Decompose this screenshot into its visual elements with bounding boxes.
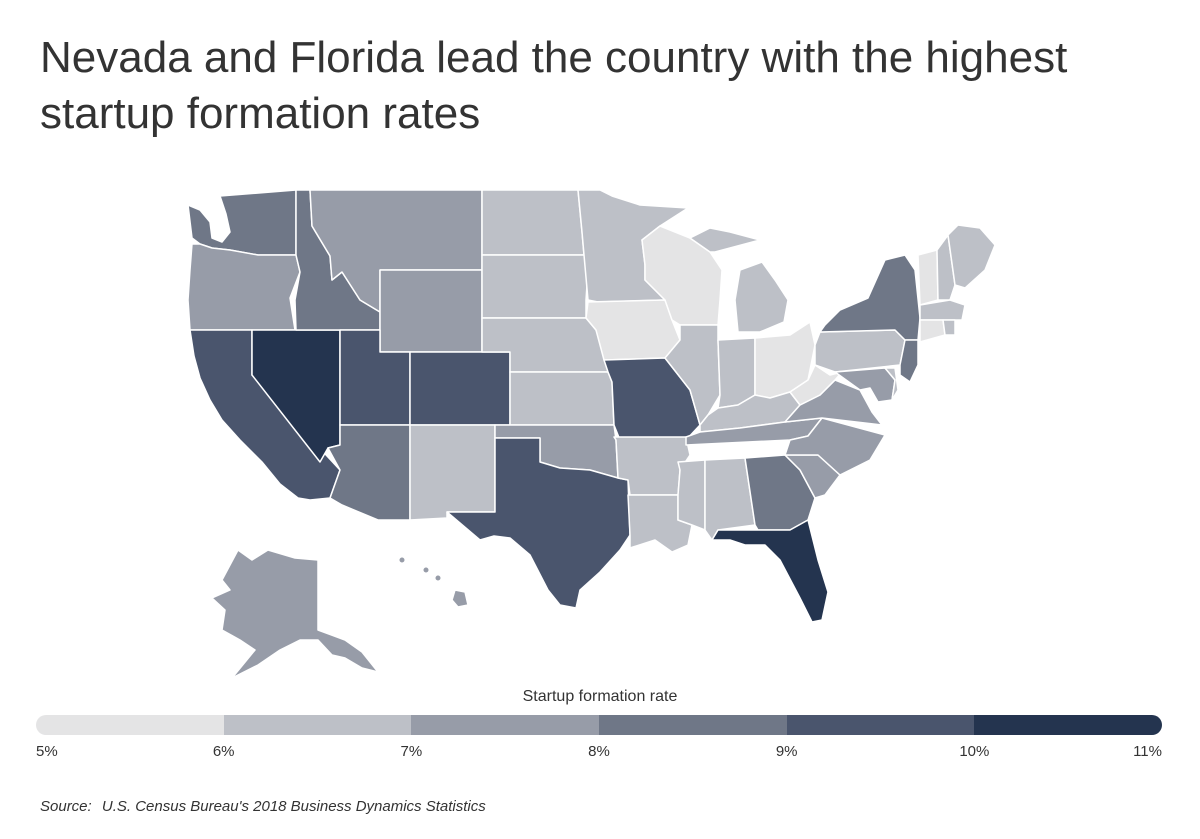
state-hawaii (422, 566, 430, 574)
legend-segment (223, 715, 412, 735)
legend-tick-label: 5% (36, 743, 58, 760)
state-texas (446, 437, 631, 609)
state-colorado (409, 351, 511, 426)
state-new-york (819, 254, 921, 341)
legend-segment (974, 715, 1162, 735)
legend-segment (411, 715, 600, 735)
legend-color-scale (36, 715, 1162, 735)
legend-tick-label: 8% (588, 743, 610, 760)
state-maine (947, 224, 996, 289)
state-oregon (187, 243, 301, 331)
source-note: Source: U.S. Census Bureau's 2018 Busine… (40, 798, 486, 815)
state-south-dakota (481, 254, 589, 319)
legend-tick-label: 11% (1133, 743, 1162, 760)
state-massachusetts (919, 299, 966, 321)
state-arizona (327, 424, 411, 521)
state-vermont (917, 249, 939, 306)
state-pennsylvania (814, 329, 906, 373)
state-delaware (884, 367, 899, 401)
state-wyoming (379, 269, 483, 353)
state-new-mexico (409, 424, 496, 521)
state-michigan (734, 261, 789, 333)
legend-tick-label: 10% (959, 743, 990, 760)
state-alaska (211, 549, 379, 679)
state-new-hampshire (936, 234, 956, 301)
legend-segment (599, 715, 787, 735)
legend-tick-label: 7% (400, 743, 423, 760)
legend-segment (786, 715, 975, 735)
state-connecticut (919, 319, 946, 343)
state-florida (711, 519, 829, 623)
state-kansas (509, 371, 615, 426)
source-text: U.S. Census Bureau's 2018 Business Dynam… (101, 798, 486, 815)
state-hawaii (398, 556, 406, 564)
state-mississippi (677, 459, 706, 531)
source-label: Source: (40, 798, 92, 815)
state-michigan (689, 227, 761, 253)
legend-segment (36, 715, 224, 735)
legend-tick-label: 6% (212, 743, 235, 760)
state-hawaii (451, 589, 469, 608)
state-rhode-island (942, 319, 956, 336)
chart-title: Nevada and Florida lead the country with… (40, 33, 1068, 138)
state-new-jersey (899, 339, 919, 383)
legend-title: Startup formation rate (522, 688, 678, 705)
state-north-dakota (481, 189, 585, 256)
legend-tick-label: 9% (775, 743, 798, 760)
state-hawaii (434, 574, 442, 582)
us-choropleth-map (187, 189, 996, 679)
state-north-carolina (784, 417, 886, 476)
